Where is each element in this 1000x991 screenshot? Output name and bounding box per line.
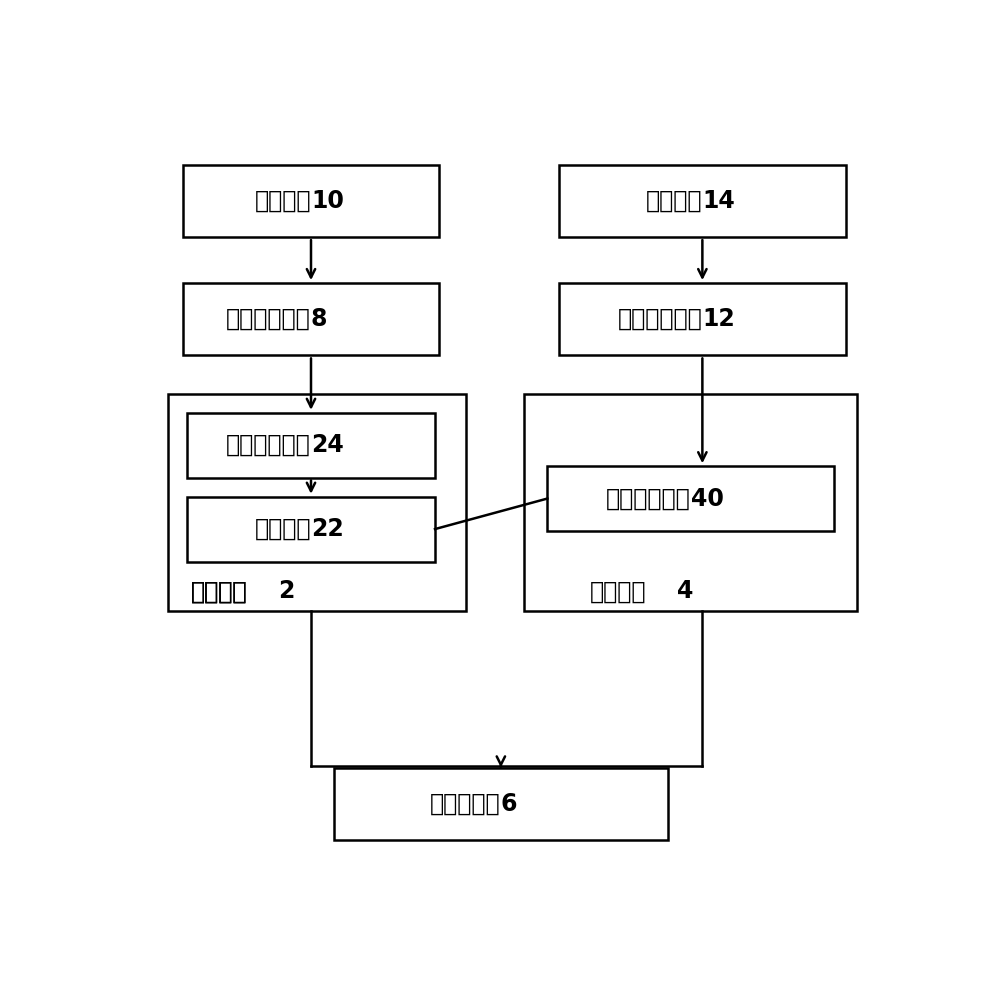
Text: 4: 4 — [677, 580, 693, 604]
Text: 第二天线: 第二天线 — [646, 189, 702, 213]
Bar — [183, 165, 439, 237]
Text: 主控制器: 主控制器 — [191, 580, 247, 604]
Text: 2: 2 — [278, 580, 294, 604]
Bar — [187, 496, 435, 562]
Text: 第二处理芯片: 第二处理芯片 — [606, 487, 691, 510]
Bar — [547, 466, 834, 531]
Text: 从控制器: 从控制器 — [590, 580, 646, 604]
Text: 第一处理芯片: 第一处理芯片 — [226, 433, 311, 457]
Text: 10: 10 — [311, 189, 344, 213]
Text: 主控制器: 主控制器 — [191, 580, 247, 604]
Text: 用户识别卡: 用户识别卡 — [430, 792, 501, 816]
Bar — [187, 412, 435, 478]
Bar — [183, 283, 439, 356]
Text: 6: 6 — [501, 792, 517, 816]
Text: 40: 40 — [691, 487, 724, 510]
Text: 第一射频芯片: 第一射频芯片 — [226, 307, 311, 331]
Text: 8: 8 — [311, 307, 328, 331]
Bar — [559, 165, 846, 237]
Text: 12: 12 — [702, 307, 735, 331]
Text: 主处理器: 主处理器 — [254, 517, 311, 541]
Bar — [524, 393, 857, 611]
Text: 第二射频芯片: 第二射频芯片 — [618, 307, 702, 331]
Text: 第一天线: 第一天线 — [254, 189, 311, 213]
Bar — [334, 767, 668, 840]
Text: 14: 14 — [702, 189, 735, 213]
Text: 24: 24 — [311, 433, 344, 457]
Text: 22: 22 — [311, 517, 344, 541]
Bar — [559, 283, 846, 356]
Bar — [168, 393, 466, 611]
Text: 主控制器: 主控制器 — [191, 580, 247, 604]
